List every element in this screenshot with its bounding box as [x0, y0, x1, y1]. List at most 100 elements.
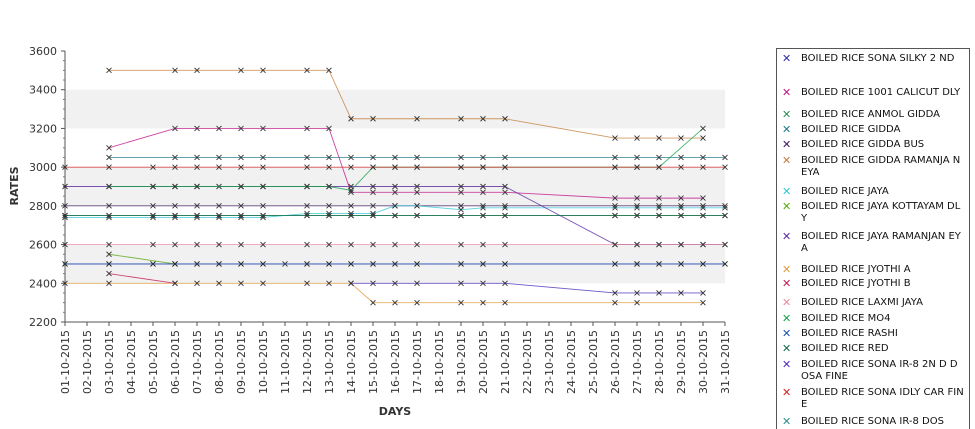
x-tick-label: 07-10-2015	[191, 330, 204, 394]
data-point	[392, 189, 398, 196]
data-point	[612, 241, 618, 248]
data-point	[348, 154, 354, 161]
data-point	[370, 299, 376, 306]
data-point	[480, 241, 486, 248]
x-tick-label: 09-10-2015	[235, 330, 248, 394]
data-point	[612, 154, 618, 161]
data-point	[458, 206, 464, 213]
legend-marker-icon: ✕	[782, 123, 792, 136]
x-tick-label: 05-10-2015	[147, 330, 160, 394]
data-point	[656, 135, 662, 141]
x-tick-label: 27-10-2015	[631, 330, 644, 394]
legend-marker-icon: ✕	[782, 108, 792, 121]
data-point	[414, 241, 420, 248]
legend-label: BOILED RICE 1001 CALICUT DLY	[801, 87, 961, 98]
data-point	[392, 183, 398, 190]
data-point	[150, 164, 156, 170]
data-point	[480, 154, 486, 161]
data-point	[392, 241, 398, 248]
data-point	[458, 241, 464, 248]
data-point	[480, 115, 486, 122]
series-line	[351, 282, 703, 294]
data-point	[656, 154, 662, 161]
data-point	[722, 204, 728, 211]
grid-band	[65, 89, 725, 129]
x-tick-label: 22-10-2015	[521, 330, 534, 394]
data-point	[304, 183, 310, 190]
data-point	[348, 189, 354, 196]
legend-label: BOILED RICE GIDDA	[801, 124, 901, 135]
data-point	[414, 154, 420, 161]
data-point	[502, 115, 508, 122]
data-point	[722, 212, 728, 219]
data-point	[348, 164, 354, 170]
x-tick-label: 17-10-2015	[411, 330, 424, 394]
data-point	[172, 164, 178, 170]
data-point	[260, 261, 266, 267]
data-point	[392, 203, 398, 209]
legend-label: BOILED RICE RED	[801, 343, 889, 354]
data-point	[634, 290, 640, 296]
legend-marker-icon: ✕	[782, 296, 792, 309]
data-point	[458, 299, 464, 306]
data-point	[260, 203, 266, 209]
data-point	[370, 115, 376, 122]
data-point	[414, 261, 420, 267]
data-point	[172, 154, 178, 161]
data-point	[106, 280, 112, 287]
data-point	[326, 125, 332, 132]
data-point	[656, 204, 662, 211]
data-point	[634, 164, 640, 170]
legend-marker-icon: ✕	[782, 185, 792, 198]
x-tick-label: 04-10-2015	[125, 330, 138, 394]
data-point	[480, 164, 486, 170]
data-point	[326, 261, 332, 267]
x-tick-label: 31-10-2015	[719, 330, 732, 394]
data-point	[370, 241, 376, 248]
data-point	[678, 195, 684, 201]
x-tick-label: 10-10-2015	[257, 330, 270, 394]
y-tick-label: 3200	[29, 122, 57, 135]
data-point	[480, 280, 486, 287]
x-tick-label: 15-10-2015	[367, 330, 380, 394]
data-point	[62, 164, 68, 170]
series-line	[65, 282, 703, 304]
data-point	[106, 183, 112, 190]
data-point	[62, 212, 68, 219]
data-point	[348, 212, 354, 219]
series-line	[108, 253, 176, 265]
x-tick-label: 29-10-2015	[675, 330, 688, 394]
legend-marker-icon: ✕	[782, 263, 792, 276]
data-point	[634, 135, 640, 141]
data-point	[370, 212, 376, 219]
series-line	[108, 273, 176, 284]
series-group	[62, 212, 728, 219]
x-tick-label: 11-10-2015	[279, 330, 292, 394]
data-point	[414, 203, 420, 209]
data-point	[392, 299, 398, 306]
legend-marker-icon: ✕	[782, 230, 792, 243]
legend-label: BOILED RICE JYOTHI B	[801, 278, 911, 289]
legend-marker-icon: ✕	[782, 138, 792, 151]
series-line	[109, 69, 703, 139]
y-tick-label: 3000	[29, 161, 57, 174]
data-point	[150, 203, 156, 209]
data-point	[722, 164, 728, 170]
data-point	[480, 212, 486, 219]
data-point	[62, 183, 68, 190]
data-point	[194, 280, 200, 287]
data-point	[216, 212, 222, 219]
data-point	[656, 164, 662, 170]
data-point	[700, 299, 706, 306]
data-point	[370, 261, 376, 267]
series-group	[62, 203, 728, 209]
x-tick-label: 30-10-2015	[697, 330, 710, 394]
data-point	[414, 280, 420, 287]
data-point	[370, 189, 376, 196]
data-point	[678, 261, 684, 267]
y-tick-label: 3400	[29, 84, 57, 97]
data-point	[700, 195, 706, 201]
data-point	[238, 203, 244, 209]
data-point	[172, 203, 178, 209]
